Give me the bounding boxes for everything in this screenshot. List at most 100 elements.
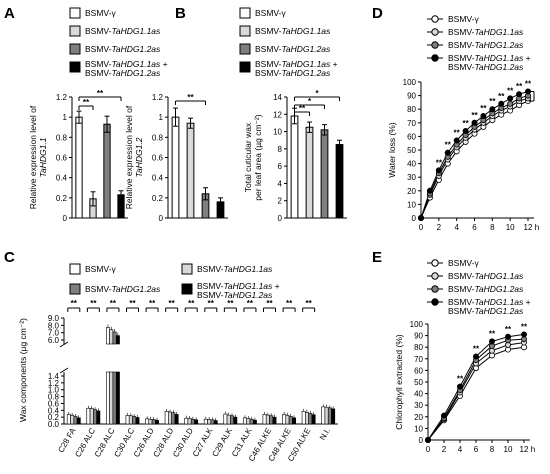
chart-d-ytick-label-7: 70	[407, 119, 416, 128]
chart-c-sig-1: **	[90, 299, 97, 308]
chart-c-bar-0-0	[66, 414, 71, 425]
legend-b-swatch-0	[239, 7, 251, 19]
chart-d-sig-12: **	[525, 80, 532, 89]
chart-c-bar-3-2	[132, 416, 137, 425]
legend-b-swatch-2	[239, 43, 251, 55]
chart-c-ytick-lower-label-5: 1.0	[48, 386, 60, 395]
chart-c-bar-9-0	[243, 417, 247, 425]
chart-c-bar-2-0-lower	[106, 371, 110, 425]
legend-b-label-3-b: BSMV-TaHDG1.2as	[255, 68, 331, 78]
chart-a1-ytick-label-3: 0.6	[56, 154, 68, 163]
chart-d-sig-6: **	[471, 111, 478, 120]
legend-c-label-1: BSMV-TaHDG1.1as	[197, 264, 273, 274]
chart-a2-ytick-label-4: 0.8	[152, 133, 164, 142]
legend-b-swatch-3	[239, 61, 251, 73]
chart-c-break-mark-b	[59, 367, 69, 374]
chart-e-point-3-4	[488, 338, 495, 345]
chart-e-sig-0: **	[457, 375, 464, 384]
legend-a-swatch-1	[69, 25, 81, 37]
chart-d-point-3-7	[480, 113, 487, 120]
chart-d-point-3-8	[489, 106, 496, 113]
chart-c-break-mark-a	[59, 341, 69, 348]
chart-c-bar-4-3	[155, 419, 159, 425]
chart-c-sig-12: **	[306, 299, 313, 308]
chart-c-bar-9-3	[252, 419, 257, 425]
chart-c-bar-11-0	[282, 414, 287, 425]
chart-e-xtick-label-5: 10	[504, 445, 513, 454]
chart-e-sig-3: **	[505, 325, 512, 334]
chart-c-bar-8-3	[233, 416, 238, 425]
legend-b-label-3: BSMV-TaHDG1.1as +	[255, 59, 338, 69]
chart-b-ytick-label-2: 4	[278, 179, 283, 188]
legend-a-swatch-2	[69, 43, 81, 55]
chart-a1-ytick-label-0: 0	[63, 214, 68, 223]
legend-e-label-3: BSMV-TaHDG1.1as +	[448, 297, 531, 307]
chart-d-xtick-label-5: 10	[506, 223, 515, 232]
chart-a1-ytick-label-6: 1.2	[56, 93, 68, 102]
chart-b-bar-1	[305, 126, 314, 219]
chart-c-bar-13-2	[327, 407, 332, 425]
legend-c-swatch-3	[181, 283, 193, 295]
chart-b-ytick-label-0: 0	[278, 214, 283, 223]
chart-c-bar-1-1	[89, 408, 94, 425]
chart-c-bar-0-1	[70, 415, 75, 425]
legend-a-label-3: BSMV-TaHDG1.1as +	[85, 59, 168, 69]
chart-d-sig-9: **	[498, 92, 505, 101]
legend-e-marker-0	[431, 259, 439, 267]
chart-e-ylabel: Chlorophyll extracted (%)	[394, 334, 404, 430]
chart-d-ytick-label-4: 40	[407, 160, 416, 169]
legend-d-label-3: BSMV-TaHDG1.1as +	[448, 53, 531, 63]
chart-c-bar-1-0	[86, 407, 91, 425]
chart-c-bar-1-2	[93, 409, 97, 425]
chart-a1-bar-2	[103, 123, 111, 219]
chart-c-sig-10: **	[266, 299, 273, 308]
chart-c-bar-4-0	[145, 418, 150, 425]
legend-b-label-2: BSMV-TaHDG1.2as	[255, 44, 331, 54]
legend-a-label-1: BSMV-TaHDG1.1as	[85, 26, 161, 36]
legend-c-label-0: BSMV-γ	[85, 264, 116, 274]
chart-c-bar-8-0	[223, 413, 228, 425]
chart-c-bar-10-1	[265, 414, 270, 425]
chart-d-point-3-10	[507, 95, 514, 102]
chart-c-ytick-lower-label-4: 0.8	[48, 393, 60, 402]
chart-c-bar-9-1	[246, 418, 251, 425]
chart-b-sig-1: *	[308, 97, 312, 106]
chart-c-sig-5: **	[169, 299, 176, 308]
chart-d-ytick-label-3: 30	[407, 173, 416, 182]
chart-a1-ytick-label-2: 0.4	[56, 174, 68, 183]
chart-c-bar-4-2	[151, 419, 156, 425]
chart-b-bar-3	[335, 144, 344, 219]
legend-e-label-0: BSMV-γ	[448, 258, 479, 268]
chart-d-ytick-label-10: 100	[403, 78, 417, 87]
chart-c-bar-7-0	[203, 418, 208, 425]
panel-label-b: B	[175, 5, 186, 22]
chart-c-bar-11-2	[288, 416, 293, 425]
chart-e-point-3-5	[504, 333, 511, 340]
chart-c-ytick-lower-label-2: 0.4	[48, 406, 60, 415]
chart-d-ytick-label-1: 10	[407, 200, 416, 209]
chart-b-bar-2	[320, 129, 329, 219]
chart-d-xtick-label-6: 12	[524, 223, 533, 232]
chart-c-bar-0-2	[73, 416, 78, 425]
chart-c-bar-7-2	[210, 419, 215, 425]
chart-e-sig-1: **	[473, 344, 480, 353]
chart-d-ytick-label-8: 80	[407, 105, 416, 114]
chart-e-ytick-label-7: 70	[414, 355, 423, 364]
chart-a1-ytick-label-4: 0.8	[56, 133, 68, 142]
chart-d-sig-10: **	[507, 86, 514, 95]
chart-d-sig-11: **	[516, 82, 523, 91]
chart-c-bar-2-3-upper	[115, 335, 120, 345]
chart-d-point-3-4	[453, 137, 460, 144]
chart-d-ylabel: Water loss (%)	[387, 122, 397, 178]
chart-d-point-2-10	[507, 100, 514, 107]
chart-d-ytick-label-9: 90	[407, 92, 416, 101]
chart-b-ytick-label-6: 12	[273, 110, 282, 119]
chart-c-sig-8: **	[227, 299, 234, 308]
chart-c-sig-7: **	[208, 299, 215, 308]
chart-e-ytick-label-8: 80	[414, 343, 423, 352]
chart-a2-sig-0: **	[187, 93, 194, 102]
chart-a2-ylabel-0: Relative expression level of	[124, 105, 134, 209]
chart-d-point-3-5	[462, 127, 469, 134]
chart-a2-ytick-label-3: 0.6	[152, 154, 164, 163]
chart-d-ytick-label-5: 50	[407, 146, 416, 155]
